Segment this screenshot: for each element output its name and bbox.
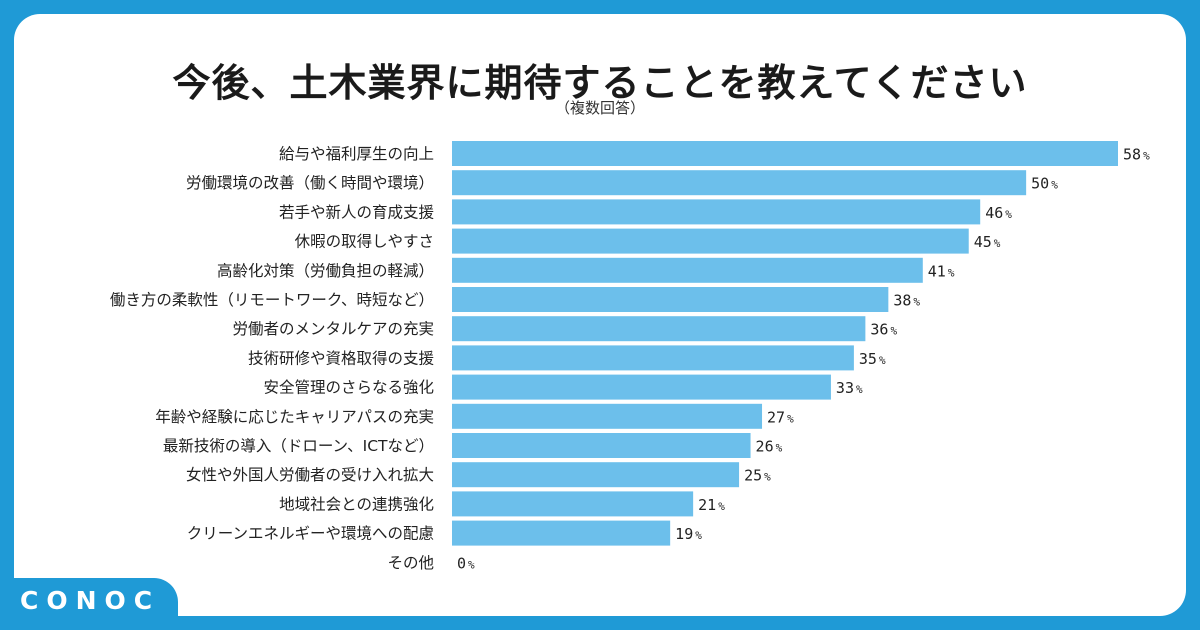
bar — [452, 287, 889, 312]
value-label: 46% — [985, 204, 1012, 222]
category-label: 技術研修や資格取得の支援 — [248, 349, 435, 367]
category-label: 安全管理のさらなる強化 — [263, 379, 434, 397]
category-label: 労働環境の改善（働く時間や環境） — [186, 173, 434, 192]
value-label: 0% — [457, 554, 475, 572]
chart-title: 今後、土木業界に期待することを教えてください — [172, 61, 1028, 105]
category-label: 給与や福利厚生の向上 — [279, 145, 434, 163]
value-label: 41% — [928, 262, 955, 280]
value-label: 36% — [870, 321, 897, 339]
value-label: 25% — [744, 467, 771, 485]
category-label: 地域社会との連携強化 — [279, 495, 434, 513]
category-label: 働き方の柔軟性（リモートワーク、時短など） — [110, 291, 434, 309]
category-label: 労働者のメンタルケアの充実 — [232, 320, 434, 338]
bar — [452, 170, 1027, 196]
bar — [452, 141, 1118, 166]
value-label: 19% — [675, 525, 702, 543]
bar — [452, 374, 831, 400]
value-label: 50% — [1031, 175, 1058, 193]
bar — [452, 316, 866, 342]
value-label: 33% — [836, 379, 863, 397]
value-label: 35% — [859, 350, 886, 368]
category-label: クリーンエネルギーや環境への配慮 — [187, 524, 434, 543]
category-label: その他 — [387, 554, 434, 572]
bar — [452, 403, 763, 429]
bar — [452, 520, 671, 546]
value-label: 58% — [1123, 146, 1150, 164]
bar — [452, 228, 969, 254]
category-label: 年齢や経験に応じたキャリアパスの充実 — [155, 408, 434, 426]
bar — [452, 345, 854, 371]
value-label: 38% — [893, 292, 920, 310]
bar — [452, 491, 694, 517]
bar — [452, 462, 740, 488]
category-label: 最新技術の導入（ドローン、ICTなど） — [163, 437, 434, 455]
category-label: 女性や外国人労働者の受け入れ拡大 — [186, 465, 434, 484]
logo-tab — [0, 578, 178, 630]
bar — [452, 433, 751, 458]
bar — [452, 199, 981, 225]
value-label: 26% — [756, 438, 783, 456]
category-label: 高齢化対策（労働負担の軽減） — [217, 262, 434, 280]
category-label: 若手や新人の育成支援 — [279, 203, 435, 221]
value-label: 21% — [698, 496, 725, 514]
brand-logo: CONOC — [20, 586, 161, 615]
chart-subtitle: （複数回答） — [554, 99, 645, 117]
value-label: 27% — [767, 408, 794, 426]
category-label: 休暇の取得しやすさ — [295, 233, 434, 251]
value-label: 45% — [974, 233, 1001, 251]
bar — [452, 257, 923, 283]
